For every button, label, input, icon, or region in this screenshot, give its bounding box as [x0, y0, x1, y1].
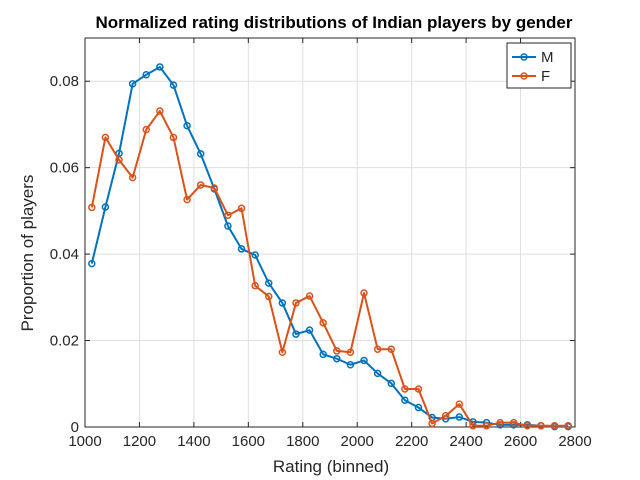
legend-box	[506, 42, 572, 89]
x-tick-label: 2800	[558, 433, 591, 450]
y-axis-label: Proportion of players	[18, 175, 37, 332]
x-tick-label: 1800	[286, 433, 319, 450]
data-point-f	[428, 419, 436, 428]
x-tick-label: 2400	[449, 433, 482, 450]
x-axis-label: Rating (binned)	[273, 457, 389, 476]
data-point-f	[401, 385, 409, 393]
x-axis-ticks: 1000 1200 1400 1600 1800 2000 2200 2400 2600 2800	[68, 38, 592, 450]
y-tick-label: 0.02	[50, 333, 79, 350]
data-point-m	[142, 70, 150, 79]
data-point-m	[401, 396, 409, 404]
y-tick-label: 0.08	[50, 73, 79, 90]
y-tick-label: 0	[71, 419, 79, 436]
data-point-m	[224, 222, 232, 230]
x-tick-label: 1200	[123, 433, 156, 450]
data-point-f	[128, 173, 137, 182]
data-point-m	[387, 379, 395, 388]
data-point-f	[510, 418, 518, 427]
data-point-f	[292, 299, 300, 307]
data-point-f	[564, 421, 572, 430]
series-f	[88, 107, 572, 430]
data-point-f	[115, 156, 123, 164]
data-point-m	[265, 279, 273, 287]
data-point-f	[156, 107, 164, 115]
chart-title: Normalized rating distributions of India…	[95, 13, 572, 32]
data-point-m	[183, 121, 191, 130]
data-point-m	[319, 350, 327, 359]
data-point-m	[196, 150, 205, 158]
y-tick-label: 0.04	[50, 246, 79, 263]
data-point-f	[210, 184, 219, 192]
data-point-m	[128, 80, 137, 88]
data-point-f	[196, 181, 205, 189]
data-point-f	[469, 421, 477, 430]
legend: M F	[506, 42, 572, 89]
data-point-f	[265, 292, 273, 301]
x-tick-label: 2200	[395, 433, 428, 450]
data-point-m	[305, 326, 314, 334]
data-point-f	[183, 195, 191, 204]
y-tick-label: 0.06	[50, 160, 79, 177]
data-point-m	[292, 330, 300, 338]
series-layer	[88, 63, 572, 431]
data-point-m	[88, 259, 96, 268]
data-point-f	[550, 421, 559, 430]
x-tick-label: 1600	[232, 433, 265, 450]
data-point-f	[319, 319, 327, 327]
legend-label-f: F	[541, 68, 550, 85]
y-axis-ticks: 0 0.02 0.04 0.06 0.08	[50, 73, 575, 436]
data-point-f	[387, 345, 395, 353]
data-point-m	[346, 361, 355, 369]
data-point-f	[224, 211, 232, 219]
data-point-f	[346, 348, 355, 356]
data-point-m	[278, 299, 287, 307]
data-point-m	[414, 403, 423, 412]
data-point-f	[251, 281, 259, 290]
data-point-f	[373, 345, 382, 353]
data-point-m	[237, 245, 246, 253]
data-point-f	[482, 421, 491, 430]
data-point-m	[360, 356, 368, 365]
data-point-f	[496, 418, 504, 427]
legend-marker-f	[520, 72, 528, 80]
data-point-f	[101, 133, 110, 142]
data-point-f	[142, 125, 150, 134]
x-tick-label: 1400	[177, 433, 210, 450]
data-point-f	[169, 133, 178, 142]
legend-marker-m	[520, 53, 528, 61]
data-point-m	[101, 203, 110, 211]
data-point-f	[305, 292, 314, 300]
data-point-f	[88, 203, 96, 212]
data-point-m	[156, 63, 164, 71]
data-point-f	[278, 348, 287, 356]
data-point-m	[169, 81, 178, 89]
legend-label-m: M	[541, 49, 554, 66]
data-point-f	[333, 347, 341, 355]
data-point-m	[333, 354, 341, 363]
data-point-f	[360, 289, 368, 297]
data-point-f	[237, 204, 246, 213]
data-point-f	[441, 412, 450, 420]
x-tick-label: 2600	[504, 433, 537, 450]
data-point-f	[455, 400, 464, 408]
data-point-m	[373, 369, 382, 378]
plot-area	[84, 37, 576, 428]
data-point-f	[523, 421, 532, 430]
data-point-m	[251, 251, 259, 259]
x-tick-label: 2000	[341, 433, 374, 450]
data-point-f	[537, 421, 545, 430]
data-point-f	[414, 385, 423, 393]
x-tick-label: 1000	[68, 433, 101, 450]
data-point-m	[455, 413, 464, 421]
